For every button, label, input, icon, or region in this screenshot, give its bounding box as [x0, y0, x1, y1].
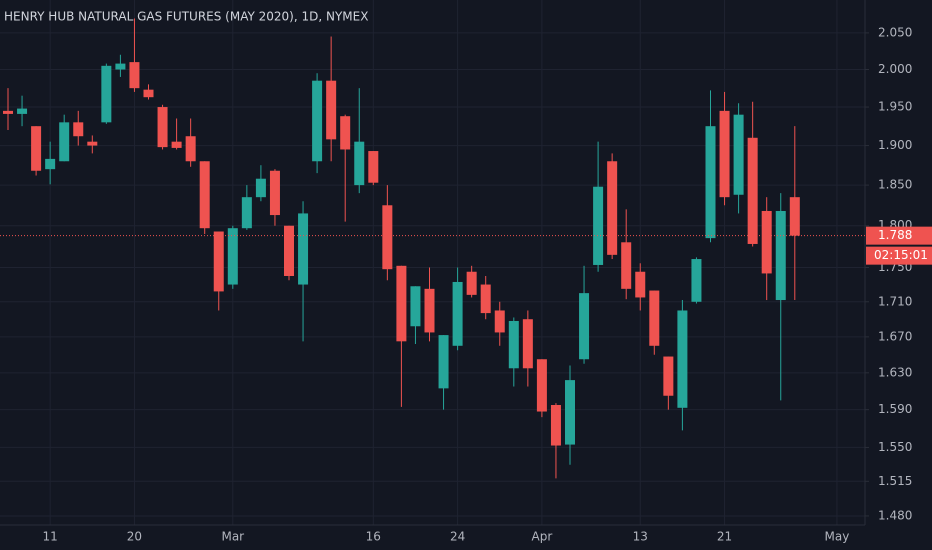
candle-body	[579, 293, 590, 360]
candle-body	[705, 126, 716, 239]
candle-body	[3, 110, 13, 114]
candle-body	[326, 80, 337, 140]
countdown-box	[866, 246, 932, 265]
candle-body	[607, 161, 618, 255]
candle-body	[565, 380, 575, 445]
candle-body	[396, 265, 407, 342]
candle-body	[747, 137, 758, 244]
candle-body	[663, 356, 674, 396]
y-tick-label: 1.670	[878, 329, 912, 343]
candle-body	[649, 290, 660, 346]
last-price-label: 1.788	[878, 228, 912, 242]
x-tick-label: 20	[127, 530, 142, 544]
grid	[0, 0, 865, 525]
candle-body	[255, 178, 266, 198]
x-tick-label: 16	[366, 530, 381, 544]
candle-body	[284, 225, 294, 276]
y-tick-label: 1.515	[878, 474, 912, 488]
candle-body	[31, 126, 42, 171]
candle-body	[691, 259, 702, 302]
candle-body	[143, 89, 154, 98]
y-tick-label: 1.900	[878, 138, 912, 152]
candle-body	[171, 141, 182, 148]
candle-body	[733, 114, 744, 195]
x-tick-label: May	[825, 530, 850, 544]
candle-body	[269, 170, 280, 216]
candle-body	[424, 288, 435, 333]
candle-body	[466, 271, 477, 295]
candle-body	[438, 335, 449, 389]
x-tick-label: Mar	[221, 530, 244, 544]
candle-body	[312, 80, 323, 162]
candle-body	[101, 65, 112, 123]
candle-body	[368, 151, 379, 183]
countdown-label: 02:15:01	[874, 248, 928, 262]
candle-body	[213, 231, 224, 292]
candle-body	[719, 110, 730, 198]
x-tick-label: 13	[633, 530, 648, 544]
candle-body	[677, 310, 688, 408]
candle-body	[199, 161, 210, 229]
candle-body	[354, 141, 365, 186]
candle-body	[227, 228, 238, 285]
last-price-box	[866, 226, 932, 245]
y-tick-label: 1.850	[878, 178, 912, 192]
candles	[3, 18, 800, 479]
candle-body	[157, 107, 168, 148]
candle-body	[621, 242, 632, 289]
candle-body	[452, 281, 463, 346]
axes: 2.0502.0001.9501.9001.8501.8001.7501.710…	[0, 25, 932, 544]
candle-body	[775, 210, 786, 301]
candle-body	[382, 205, 393, 270]
y-tick-label: 1.590	[878, 402, 912, 416]
candle-body	[522, 319, 533, 369]
candle-body	[550, 405, 561, 446]
candle-body	[185, 136, 196, 162]
candle-body	[45, 158, 56, 170]
candle-body	[129, 62, 140, 89]
candle-body	[480, 284, 491, 314]
candle-body	[593, 186, 604, 265]
chart-title: HENRY HUB NATURAL GAS FUTURES (MAY 2020)…	[4, 10, 368, 24]
candle-body	[115, 63, 126, 70]
y-tick-label: 2.050	[878, 25, 912, 39]
candle-body	[298, 213, 309, 285]
y-tick-label: 1.710	[878, 294, 912, 308]
y-tick-label: 1.480	[878, 508, 912, 522]
candle-body	[59, 122, 70, 162]
candle-body	[789, 197, 800, 236]
candle-body	[494, 310, 505, 333]
x-tick-label: Apr	[532, 530, 553, 544]
x-tick-label: 11	[43, 530, 58, 544]
y-tick-label: 1.630	[878, 365, 912, 379]
candle-body	[761, 210, 772, 274]
candle-body	[410, 286, 421, 327]
candle-body	[508, 320, 519, 369]
candle-body	[536, 359, 547, 412]
candle-body	[241, 197, 252, 229]
candle-body	[87, 141, 98, 146]
candle-body	[17, 108, 28, 114]
candle-body	[73, 122, 84, 137]
y-tick-label: 1.550	[878, 440, 912, 454]
y-tick-label: 1.950	[878, 100, 912, 114]
candle-body	[340, 116, 351, 150]
y-tick-label: 2.000	[878, 62, 912, 76]
x-tick-label: 21	[717, 530, 732, 544]
candle-body	[635, 271, 646, 298]
x-tick-label: 24	[450, 530, 465, 544]
